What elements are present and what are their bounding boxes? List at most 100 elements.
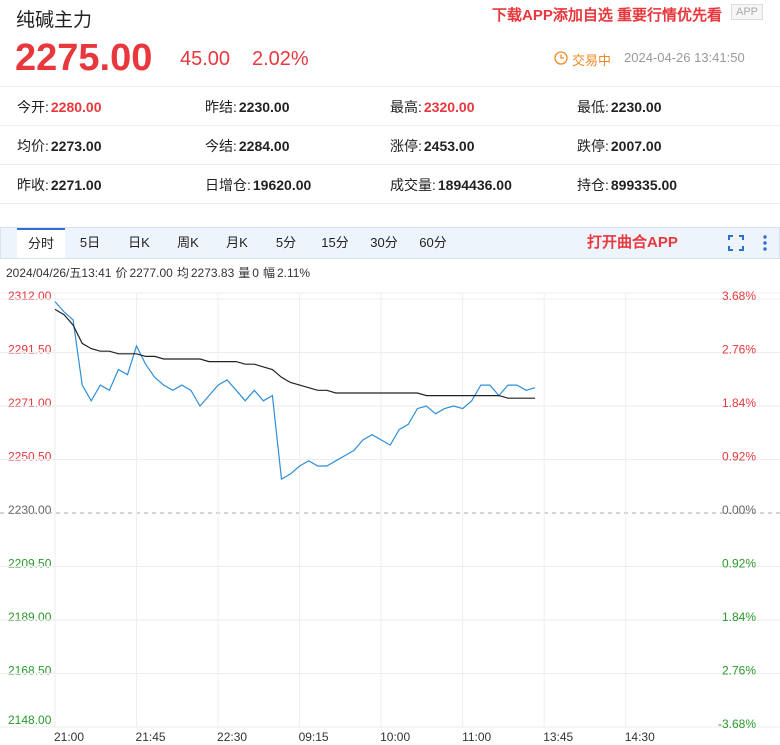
tab[interactable]: 5分: [275, 235, 297, 250]
stat-item: 最高: 2320.00: [390, 97, 475, 117]
open-app[interactable]: 打开曲合APP: [587, 234, 678, 251]
tab[interactable]: 5日: [79, 235, 101, 250]
series-line: [54, 301, 536, 481]
y-tick-label: 2209.50: [8, 557, 52, 571]
info-text: 2024/04/26/五13:41: [6, 266, 112, 280]
status: 交易中: [572, 53, 612, 68]
stat-item: 涨停: 2453.00: [390, 136, 475, 156]
y2-tick-label: -3.68%: [718, 717, 756, 731]
stat-label: 涨停:: [390, 138, 422, 154]
stat-label: 最低:: [577, 99, 609, 115]
y2-tick-label: 0.00%: [722, 503, 756, 517]
stat-item: 跌停: 2007.00: [577, 136, 662, 156]
x-tick-label: 13:45: [543, 730, 573, 744]
y-tick-label: 2168.50: [8, 664, 52, 678]
tab[interactable]: 15分: [321, 235, 349, 250]
stat-item: 成交量: 1894436.00: [390, 175, 512, 195]
stat-label: 最高:: [390, 99, 422, 115]
promo[interactable]: 下载APP添加自选 重要行情优先看: [491, 7, 722, 24]
tab[interactable]: 月K: [226, 235, 248, 250]
stat-label: 日增仓:: [205, 177, 251, 193]
y-tick-label: 2230.00: [8, 503, 52, 517]
y-tick-label: 2189.00: [8, 610, 52, 624]
y-tick-label: 2271.00: [8, 396, 52, 410]
tab[interactable]: 日K: [128, 235, 150, 250]
stat-item: 最低: 2230.00: [577, 97, 662, 117]
x-tick-label: 21:45: [136, 730, 166, 744]
y2-tick-label: 0.92%: [722, 450, 756, 464]
info-text: 0: [252, 266, 259, 280]
tab[interactable]: 周K: [177, 235, 199, 250]
stat-value: 2453.00: [423, 138, 475, 154]
stat-value: 2320.00: [423, 99, 475, 115]
info-text: 价: [115, 266, 128, 280]
stat-item: 日增仓: 19620.00: [205, 175, 311, 195]
stat-label: 跌停:: [577, 138, 609, 154]
stat-value: 2273.00: [50, 138, 102, 154]
series-line: [54, 308, 536, 399]
y2-tick-label: 0.92%: [722, 557, 756, 571]
info-text: 2.11%: [276, 266, 311, 280]
x-tick-label: 14:30: [625, 730, 655, 744]
stat-label: 今结:: [205, 138, 237, 154]
info-bar: 2024/04/26/五13:41 价 2277.00 均 2273.83 量 0 幅 2.11…: [6, 264, 314, 281]
stat-label: 均价:: [17, 138, 49, 154]
divider: [0, 125, 780, 126]
info-text: 量: [238, 266, 251, 280]
stat-value: 899335.00: [610, 177, 678, 193]
stat-value: 2230.00: [610, 99, 662, 115]
info-text: 2277.00: [129, 266, 173, 280]
stat-value: 19620.00: [252, 177, 312, 193]
y2-tick-label: 2.76%: [722, 343, 756, 357]
x-tick-label: 09:15: [299, 730, 329, 744]
stat-label: 昨结:: [205, 99, 237, 115]
y-tick-label: 2250.50: [8, 450, 52, 464]
x-tick-label: 22:30: [217, 730, 247, 744]
stat-value: 2280.00: [50, 99, 102, 115]
y2-tick-label: 1.84%: [722, 610, 756, 624]
title: 纯碱主力: [16, 10, 93, 31]
stat-item: 今结: 2284.00: [205, 136, 290, 156]
change-pct: 2.02%: [252, 48, 309, 70]
stat-value: 1894436.00: [437, 177, 512, 193]
y2-tick-label: 1.84%: [722, 396, 756, 410]
divider: [0, 86, 780, 87]
y-tick-label: 2148.00: [8, 713, 52, 727]
stat-value: 2230.00: [238, 99, 290, 115]
info-text: 幅: [262, 266, 275, 280]
price: 2275.00: [15, 37, 153, 79]
y2-tick-label: 2.76%: [722, 664, 756, 678]
datetime: 2024-04-26 13:41:50: [624, 50, 745, 65]
y2-tick-label: 3.68%: [722, 289, 756, 303]
tab-bar: 打开曲合APP 分时 5日 日K 周K 月K 5分 15分 30分 60分: [0, 227, 780, 259]
divider: [0, 164, 780, 165]
more-icon[interactable]: [761, 234, 769, 252]
stat-item: 持仓: 899335.00: [577, 175, 677, 195]
y-tick-label: 2291.50: [8, 343, 52, 357]
tab[interactable]: 30分: [370, 235, 398, 250]
x-tick-label: 21:00: [54, 730, 84, 744]
stat-value: 2007.00: [610, 138, 662, 154]
clock-icon: [554, 51, 568, 65]
x-tick-label: 10:00: [380, 730, 410, 744]
x-tick-label: 11:00: [462, 730, 491, 744]
change: 45.00: [180, 48, 231, 70]
info-text: 2273.83: [190, 266, 235, 280]
stat-item: 均价: 2273.00: [17, 136, 102, 156]
stat-label: 今开:: [17, 99, 49, 115]
divider: [0, 203, 780, 204]
stat-label: 成交量:: [390, 177, 436, 193]
stat-item: 昨收: 2271.00: [17, 175, 102, 195]
tab[interactable]: 分时: [17, 228, 65, 258]
stat-value: 2271.00: [50, 177, 102, 193]
stat-item: 昨结: 2230.00: [205, 97, 290, 117]
stat-item: 今开: 2280.00: [17, 97, 102, 117]
tab[interactable]: 60分: [419, 235, 447, 250]
app-badge[interactable]: APP: [731, 4, 764, 20]
info-text: 均: [176, 266, 189, 280]
fullscreen-icon[interactable]: [728, 235, 744, 251]
stat-value: 2284.00: [238, 138, 290, 154]
stat-label: 持仓:: [577, 177, 609, 193]
